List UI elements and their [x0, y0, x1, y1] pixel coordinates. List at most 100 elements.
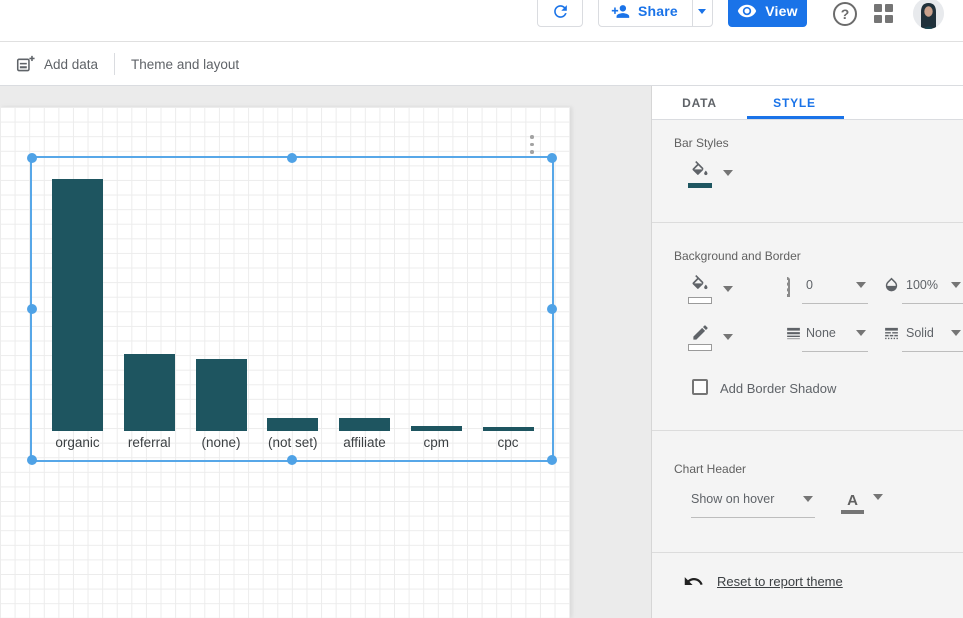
opacity-value: 100% — [906, 278, 938, 292]
border-style-select[interactable]: Solid — [902, 326, 963, 352]
bar-label: (none) — [201, 435, 241, 450]
chart-header-mode-value: Show on hover — [691, 492, 775, 506]
bar-cpm — [410, 426, 462, 431]
bar-color-swatch — [688, 182, 712, 188]
bar-label: affiliate — [343, 435, 386, 450]
chevron-down-icon — [856, 282, 866, 288]
chart-header-title: Chart Header — [674, 462, 747, 476]
bar-label: cpc — [497, 435, 519, 450]
selection-handle[interactable] — [287, 455, 297, 465]
border-shadow-checkbox[interactable] — [692, 379, 708, 395]
workspace: organic referral (none) (not set) affiliate c… — [0, 86, 651, 618]
selection-handle[interactable] — [27, 304, 37, 314]
share-label: Share — [638, 3, 678, 19]
toolbar-separator — [114, 53, 116, 75]
add-data-button[interactable]: Add data — [0, 43, 114, 85]
tab-data[interactable]: DATA — [652, 86, 747, 119]
corner-radius-value: 0 — [806, 278, 813, 292]
help-button[interactable]: ? — [833, 2, 857, 26]
background-color-button[interactable] — [687, 275, 713, 304]
bar-color-dropdown[interactable] — [723, 170, 733, 191]
report-canvas[interactable]: organic referral (none) (not set) affiliate c… — [0, 107, 570, 618]
account-avatar[interactable] — [913, 0, 944, 29]
chevron-down-icon — [723, 334, 733, 355]
bar-organic — [52, 179, 103, 431]
section-divider — [652, 552, 963, 553]
bar-label: organic — [55, 435, 100, 450]
header-font-color-dropdown[interactable] — [873, 494, 883, 515]
bar-affiliate — [339, 418, 390, 431]
line-style-icon — [885, 327, 898, 340]
border-style-value: Solid — [906, 326, 934, 340]
paint-bucket-icon — [692, 160, 708, 175]
add-data-label: Add data — [44, 56, 99, 72]
share-menu-button[interactable] — [691, 0, 712, 26]
eye-icon — [738, 4, 757, 18]
chevron-down-icon — [951, 330, 961, 336]
tab-style[interactable]: STYLE — [747, 86, 842, 119]
selection-handle[interactable] — [27, 153, 37, 163]
background-color-swatch — [688, 297, 712, 304]
view-button[interactable]: View — [728, 0, 807, 27]
theme-layout-label: Theme and layout — [131, 56, 240, 72]
edit-toolbar: Add data Theme and layout — [0, 43, 963, 86]
view-label: View — [765, 3, 798, 19]
background-color-dropdown[interactable] — [723, 286, 733, 307]
selection-handle[interactable] — [547, 153, 557, 163]
selection-handle[interactable] — [547, 455, 557, 465]
chevron-down-icon — [698, 8, 707, 14]
section-divider — [652, 430, 963, 431]
chevron-down-icon — [803, 496, 813, 502]
theme-layout-button[interactable]: Theme and layout — [115, 43, 255, 85]
add-data-icon — [16, 55, 35, 71]
bar-color-button[interactable] — [687, 160, 713, 188]
selection-handle[interactable] — [547, 304, 557, 314]
selection-handle[interactable] — [287, 153, 297, 163]
undo-icon — [684, 577, 703, 585]
background-border-title: Background and Border — [674, 249, 801, 263]
pencil-icon — [692, 325, 708, 340]
font-color-swatch — [841, 510, 864, 514]
bar-chart[interactable]: organic referral (none) (not set) affiliate c… — [0, 107, 570, 618]
selection-handle[interactable] — [27, 455, 37, 465]
chevron-down-icon — [873, 494, 883, 515]
share-split-button: Share — [598, 0, 713, 27]
selection-frame — [27, 153, 557, 465]
refresh-button[interactable] — [537, 0, 583, 27]
chevron-down-icon — [723, 170, 733, 191]
reset-to-theme-link[interactable]: Reset to report theme — [717, 574, 843, 589]
bar-label: referral — [127, 435, 171, 450]
border-color-button[interactable] — [687, 323, 713, 351]
corner-radius-select[interactable]: 0 — [802, 278, 868, 304]
bar-label: (not set) — [267, 435, 318, 450]
line-weight-icon — [787, 327, 800, 340]
bar-referral — [123, 354, 175, 431]
avatar-photo — [913, 0, 944, 29]
properties-panel: DATA STYLE Bar Styles Background and Bor… — [651, 86, 963, 618]
text-color-icon: A — [847, 492, 858, 509]
chart-options-menu-icon[interactable] — [526, 135, 538, 159]
corner-radius-icon — [787, 277, 790, 297]
bar-styles-title: Bar Styles — [674, 136, 729, 150]
header-font-color-button[interactable]: A — [841, 492, 864, 514]
border-color-swatch — [688, 344, 712, 351]
help-icon: ? — [840, 6, 850, 22]
chevron-down-icon — [856, 330, 866, 336]
bar-label: cpm — [423, 435, 450, 450]
border-color-dropdown[interactable] — [723, 334, 733, 355]
border-weight-select[interactable]: None — [802, 326, 868, 352]
apps-grid-icon — [874, 4, 882, 12]
chevron-down-icon — [951, 282, 961, 288]
share-button[interactable]: Share — [599, 0, 692, 26]
section-divider — [652, 222, 963, 223]
chart-header-mode-select[interactable]: Show on hover — [691, 492, 815, 518]
apps-grid-button[interactable] — [874, 4, 894, 24]
paint-bucket-icon — [692, 275, 708, 290]
active-tab-indicator — [747, 116, 844, 119]
style-panel-body: Bar Styles Background and Border 0 — [652, 120, 963, 618]
opacity-icon — [885, 277, 898, 292]
opacity-select[interactable]: 100% — [902, 278, 963, 304]
bar-notset — [267, 418, 319, 431]
top-bar: Share View ? — [0, 0, 963, 42]
border-weight-value: None — [806, 326, 836, 340]
